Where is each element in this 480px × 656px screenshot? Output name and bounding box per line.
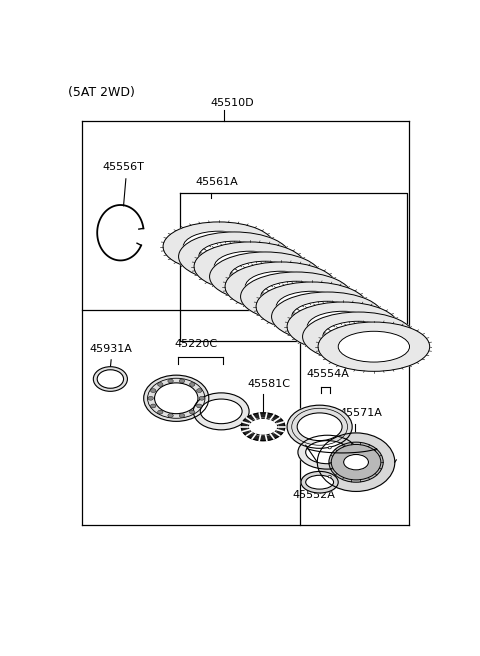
Polygon shape [230,261,301,292]
Polygon shape [241,413,285,441]
Polygon shape [331,445,381,480]
Polygon shape [256,282,368,331]
Ellipse shape [328,447,331,449]
Polygon shape [323,321,394,352]
Polygon shape [199,241,270,272]
Text: 45554A: 45554A [306,369,349,379]
Ellipse shape [97,370,123,388]
Polygon shape [302,312,414,361]
Ellipse shape [157,410,163,414]
Text: 45552A: 45552A [292,491,336,501]
Polygon shape [338,331,409,362]
Text: 45510D: 45510D [210,98,254,108]
Polygon shape [214,251,286,282]
Polygon shape [329,442,383,482]
Polygon shape [200,399,242,424]
Polygon shape [287,302,399,352]
Ellipse shape [157,382,163,386]
Polygon shape [194,242,306,291]
Ellipse shape [93,367,127,392]
Text: 45556T: 45556T [103,161,144,172]
Polygon shape [292,301,363,332]
Text: (5AT 2WD): (5AT 2WD) [68,86,134,98]
Ellipse shape [168,379,173,383]
Polygon shape [179,232,290,281]
Ellipse shape [151,388,156,392]
Polygon shape [225,262,336,311]
Polygon shape [317,433,395,491]
Ellipse shape [151,404,156,408]
Polygon shape [276,291,348,322]
Polygon shape [297,413,342,441]
Polygon shape [272,292,383,341]
Polygon shape [298,435,357,469]
Polygon shape [318,322,430,371]
Text: 45931A: 45931A [89,344,132,354]
Polygon shape [307,311,379,342]
Polygon shape [155,383,198,414]
Polygon shape [248,419,278,435]
Ellipse shape [199,396,204,400]
Ellipse shape [168,414,173,417]
Polygon shape [193,393,249,430]
Text: 45561A: 45561A [196,177,239,187]
Text: 45220C: 45220C [175,338,218,349]
Polygon shape [287,405,352,448]
Ellipse shape [197,404,202,408]
Polygon shape [163,222,275,271]
Polygon shape [306,441,349,464]
Ellipse shape [148,396,154,400]
Polygon shape [344,455,369,470]
Ellipse shape [190,382,195,386]
Polygon shape [144,375,209,421]
Ellipse shape [197,388,202,392]
Polygon shape [240,272,352,321]
Ellipse shape [190,410,195,414]
Polygon shape [210,252,321,301]
Ellipse shape [179,379,185,383]
Polygon shape [301,472,338,493]
Text: 45571A: 45571A [339,408,382,418]
Text: 45581C: 45581C [248,379,290,389]
Polygon shape [183,231,254,262]
Ellipse shape [328,476,331,478]
Polygon shape [306,475,334,489]
Polygon shape [261,281,332,312]
Ellipse shape [179,414,185,417]
Polygon shape [245,271,316,302]
